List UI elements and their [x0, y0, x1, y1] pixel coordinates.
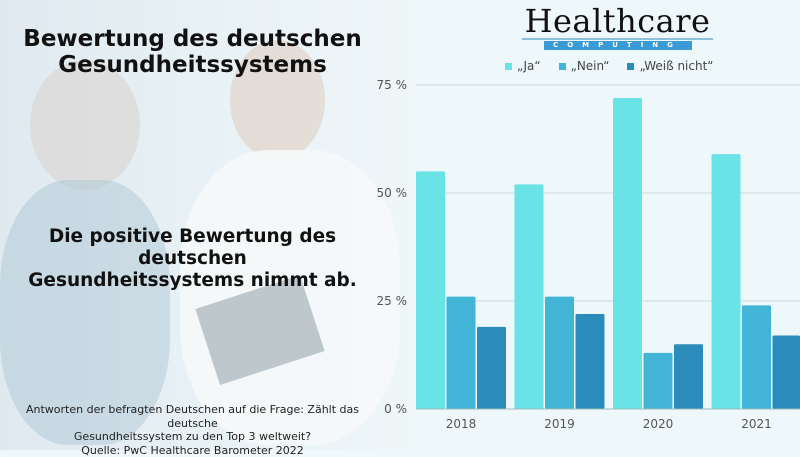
bar-2021-0: [712, 154, 741, 409]
bar-2018-2: [477, 327, 506, 409]
x-tick-label: 2021: [741, 417, 772, 431]
x-tick-label: 2018: [446, 417, 477, 431]
y-tick-label: 25 %: [377, 294, 408, 308]
bar-2018-0: [416, 171, 445, 409]
y-tick-label: 0 %: [384, 402, 407, 416]
bar-2020-0: [613, 98, 642, 409]
y-tick-label: 75 %: [377, 78, 408, 92]
bar-2019-1: [545, 297, 574, 409]
bar-2021-2: [773, 336, 800, 409]
bar-2020-2: [674, 344, 703, 409]
bar-2019-0: [515, 184, 544, 409]
y-tick-label: 50 %: [377, 186, 408, 200]
x-tick-label: 2020: [643, 417, 674, 431]
bar-2020-1: [644, 353, 673, 409]
bar-2021-1: [742, 305, 771, 409]
bar-2018-1: [447, 297, 476, 409]
bar-2019-2: [576, 314, 605, 409]
x-tick-label: 2019: [544, 417, 575, 431]
